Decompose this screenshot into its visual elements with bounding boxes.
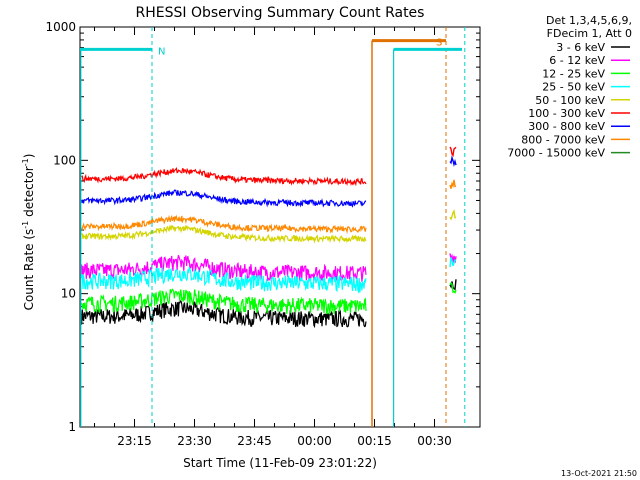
series-line-7: [81, 214, 367, 234]
y-tick-label: 100: [53, 153, 76, 167]
flag-label-S: S: [436, 38, 442, 49]
legend-label: 50 - 100 keV: [535, 94, 605, 107]
series-tail-6: [449, 155, 457, 168]
series-line-1: [81, 254, 367, 284]
legend-label: 6 - 12 keV: [549, 54, 605, 67]
series-tail-7: [449, 179, 457, 189]
x-tick-label: 00:15: [357, 434, 392, 448]
legend-label: 7000 - 15000 keV: [507, 147, 605, 160]
x-tick-label: 23:45: [237, 434, 272, 448]
legend-label: 800 - 7000 keV: [521, 133, 605, 146]
series-tail-2: [449, 282, 457, 294]
series-tail-5: [449, 146, 457, 158]
flag-label-N: N: [158, 46, 165, 57]
y-axis-label: Count Rate (s-1 detector-1): [21, 154, 36, 311]
series-line-4: [81, 224, 367, 244]
y-axis-label-sup1: -1: [21, 221, 30, 229]
y-tick-label: 1000: [45, 20, 76, 34]
series-line-6: [81, 189, 367, 208]
legend-label: 300 - 800 keV: [528, 120, 605, 133]
chart-title: RHESSI Observing Summary Count Rates: [136, 5, 425, 21]
legend-label: 3 - 6 keV: [556, 41, 605, 54]
x-tick-label: 00:30: [417, 434, 452, 448]
series-line-5: [81, 167, 367, 187]
legend-label: 25 - 50 keV: [542, 81, 605, 94]
x-axis-label: Start Time (11-Feb-09 23:01:22): [183, 456, 377, 470]
series-tail-4: [449, 209, 457, 221]
x-tick-label: 00:00: [297, 434, 332, 448]
plot-area: 1 10 100 1000 23:15 23:30 23:45 00:00 00:15 00:30…: [45, 20, 481, 448]
series-line-3: [81, 266, 367, 294]
series-line-2: [81, 288, 367, 315]
series-line-0: [81, 299, 367, 329]
y-axis-label-mid: detector: [22, 166, 36, 221]
plot-frame: [79, 26, 481, 428]
footer-date: 13-Oct-2021 21:50: [561, 469, 637, 478]
legend-label: 12 - 25 keV: [542, 67, 605, 80]
legend-header-2: FDecim 1, Att 0: [547, 27, 632, 40]
x-tick-label: 23:30: [177, 434, 212, 448]
y-tick-label: 10: [61, 287, 76, 301]
y-tick-label: 1: [68, 420, 76, 434]
legend-header-1: Det 1,3,4,5,6,9,: [546, 14, 632, 27]
y-axis-label-main: Count Rate (s: [22, 229, 36, 311]
x-tick-label: 23:15: [117, 434, 152, 448]
y-axis-label-sup2: -1: [21, 158, 30, 166]
legend-label: 100 - 300 keV: [528, 107, 605, 120]
series-tail-3: [449, 257, 456, 268]
y-axis-label-end: ): [22, 154, 36, 159]
